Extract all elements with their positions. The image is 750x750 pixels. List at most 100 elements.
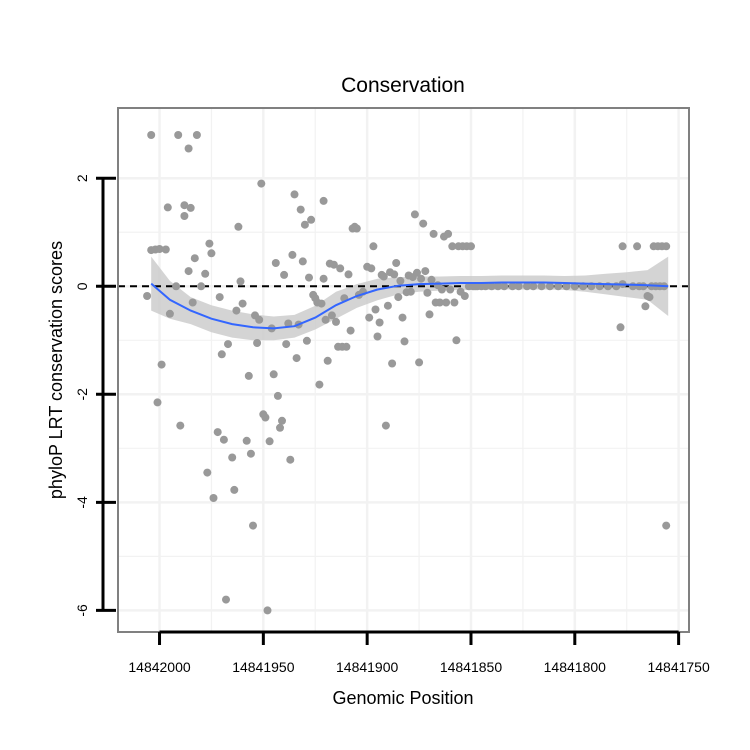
x-tick-label: 14841750	[647, 659, 710, 675]
data-point	[367, 264, 376, 273]
data-point	[315, 380, 324, 389]
data-point	[394, 293, 403, 302]
data-point	[246, 449, 255, 458]
data-point	[460, 292, 469, 300]
data-point	[143, 292, 152, 300]
data-point	[371, 305, 380, 314]
data-point	[494, 282, 502, 291]
data-point	[319, 196, 328, 205]
data-point	[269, 370, 278, 379]
data-point	[234, 222, 243, 231]
data-point	[165, 309, 174, 318]
data-point	[373, 332, 382, 341]
x-tick-label: 14841800	[544, 659, 607, 675]
data-point	[429, 229, 438, 238]
data-point	[390, 270, 399, 279]
data-point	[273, 391, 282, 400]
data-point	[305, 273, 313, 282]
data-point	[514, 282, 523, 291]
data-point	[186, 203, 195, 212]
data-point	[645, 293, 654, 302]
data-point	[427, 275, 436, 284]
data-point	[375, 318, 384, 327]
y-axis: 2 0 -2 -4 -6	[74, 174, 116, 617]
data-point	[321, 315, 330, 324]
data-point	[263, 606, 272, 615]
data-point	[290, 190, 299, 199]
data-point	[298, 257, 307, 266]
data-point	[406, 287, 415, 296]
data-point	[633, 242, 642, 251]
data-point	[238, 299, 247, 308]
data-point	[286, 455, 295, 464]
data-point	[184, 267, 193, 276]
x-tick-label: 14841850	[440, 659, 503, 675]
data-point	[265, 437, 274, 446]
data-point	[155, 245, 164, 253]
data-point	[219, 435, 228, 444]
data-point	[147, 131, 156, 139]
data-point	[232, 306, 241, 315]
y-tick-label: 0	[74, 282, 90, 290]
data-point	[369, 242, 378, 251]
data-point	[288, 250, 297, 259]
data-point	[172, 282, 181, 291]
data-point	[388, 359, 397, 368]
data-point	[641, 302, 650, 311]
data-point	[523, 282, 531, 291]
data-point	[421, 267, 430, 276]
data-point	[319, 274, 328, 283]
data-point	[205, 239, 214, 248]
data-point	[662, 521, 671, 530]
y-tick-label: -4	[74, 496, 90, 509]
data-point	[242, 436, 251, 445]
data-point	[639, 282, 648, 291]
data-point	[481, 282, 490, 291]
x-tick-label: 14841950	[232, 659, 295, 675]
data-point	[284, 319, 293, 328]
data-point	[271, 259, 280, 267]
y-tick-label: 2	[74, 174, 90, 182]
data-point	[296, 205, 305, 214]
y-tick-label: -2	[74, 388, 90, 401]
data-point	[217, 350, 226, 359]
confidence-band	[151, 256, 669, 341]
data-point	[562, 282, 571, 291]
data-point	[192, 131, 201, 139]
data-point	[176, 421, 185, 430]
data-point	[446, 285, 455, 294]
data-point	[662, 242, 671, 251]
y-tick-label: -6	[74, 604, 90, 617]
data-point	[255, 315, 264, 324]
data-point	[419, 219, 428, 228]
confidence-band-layer	[151, 256, 669, 341]
data-point	[327, 311, 336, 320]
data-point	[161, 245, 170, 254]
data-point	[180, 201, 189, 210]
data-point	[392, 259, 401, 267]
data-point	[249, 521, 257, 530]
data-point	[383, 301, 392, 310]
grid	[118, 108, 689, 632]
data-point	[450, 298, 459, 307]
data-point	[400, 337, 409, 346]
data-point	[278, 416, 286, 425]
plot-frame	[117, 107, 690, 633]
data-point	[508, 282, 517, 291]
data-point	[529, 282, 538, 291]
smooth-line-layer	[150, 281, 669, 330]
data-point	[417, 274, 426, 283]
data-point	[413, 268, 421, 277]
data-point	[396, 276, 405, 285]
y-axis-title: phyloP LRT conservation scores	[46, 241, 66, 499]
data-point	[180, 212, 189, 220]
data-point	[282, 340, 291, 349]
data-point	[344, 270, 353, 279]
data-point	[163, 203, 172, 212]
data-point	[398, 313, 407, 322]
data-point	[329, 260, 338, 269]
data-point	[244, 371, 253, 380]
data-point	[197, 282, 206, 291]
x-axis: 14842000 14841950 14841900 14841850 14841800…	[128, 630, 710, 675]
